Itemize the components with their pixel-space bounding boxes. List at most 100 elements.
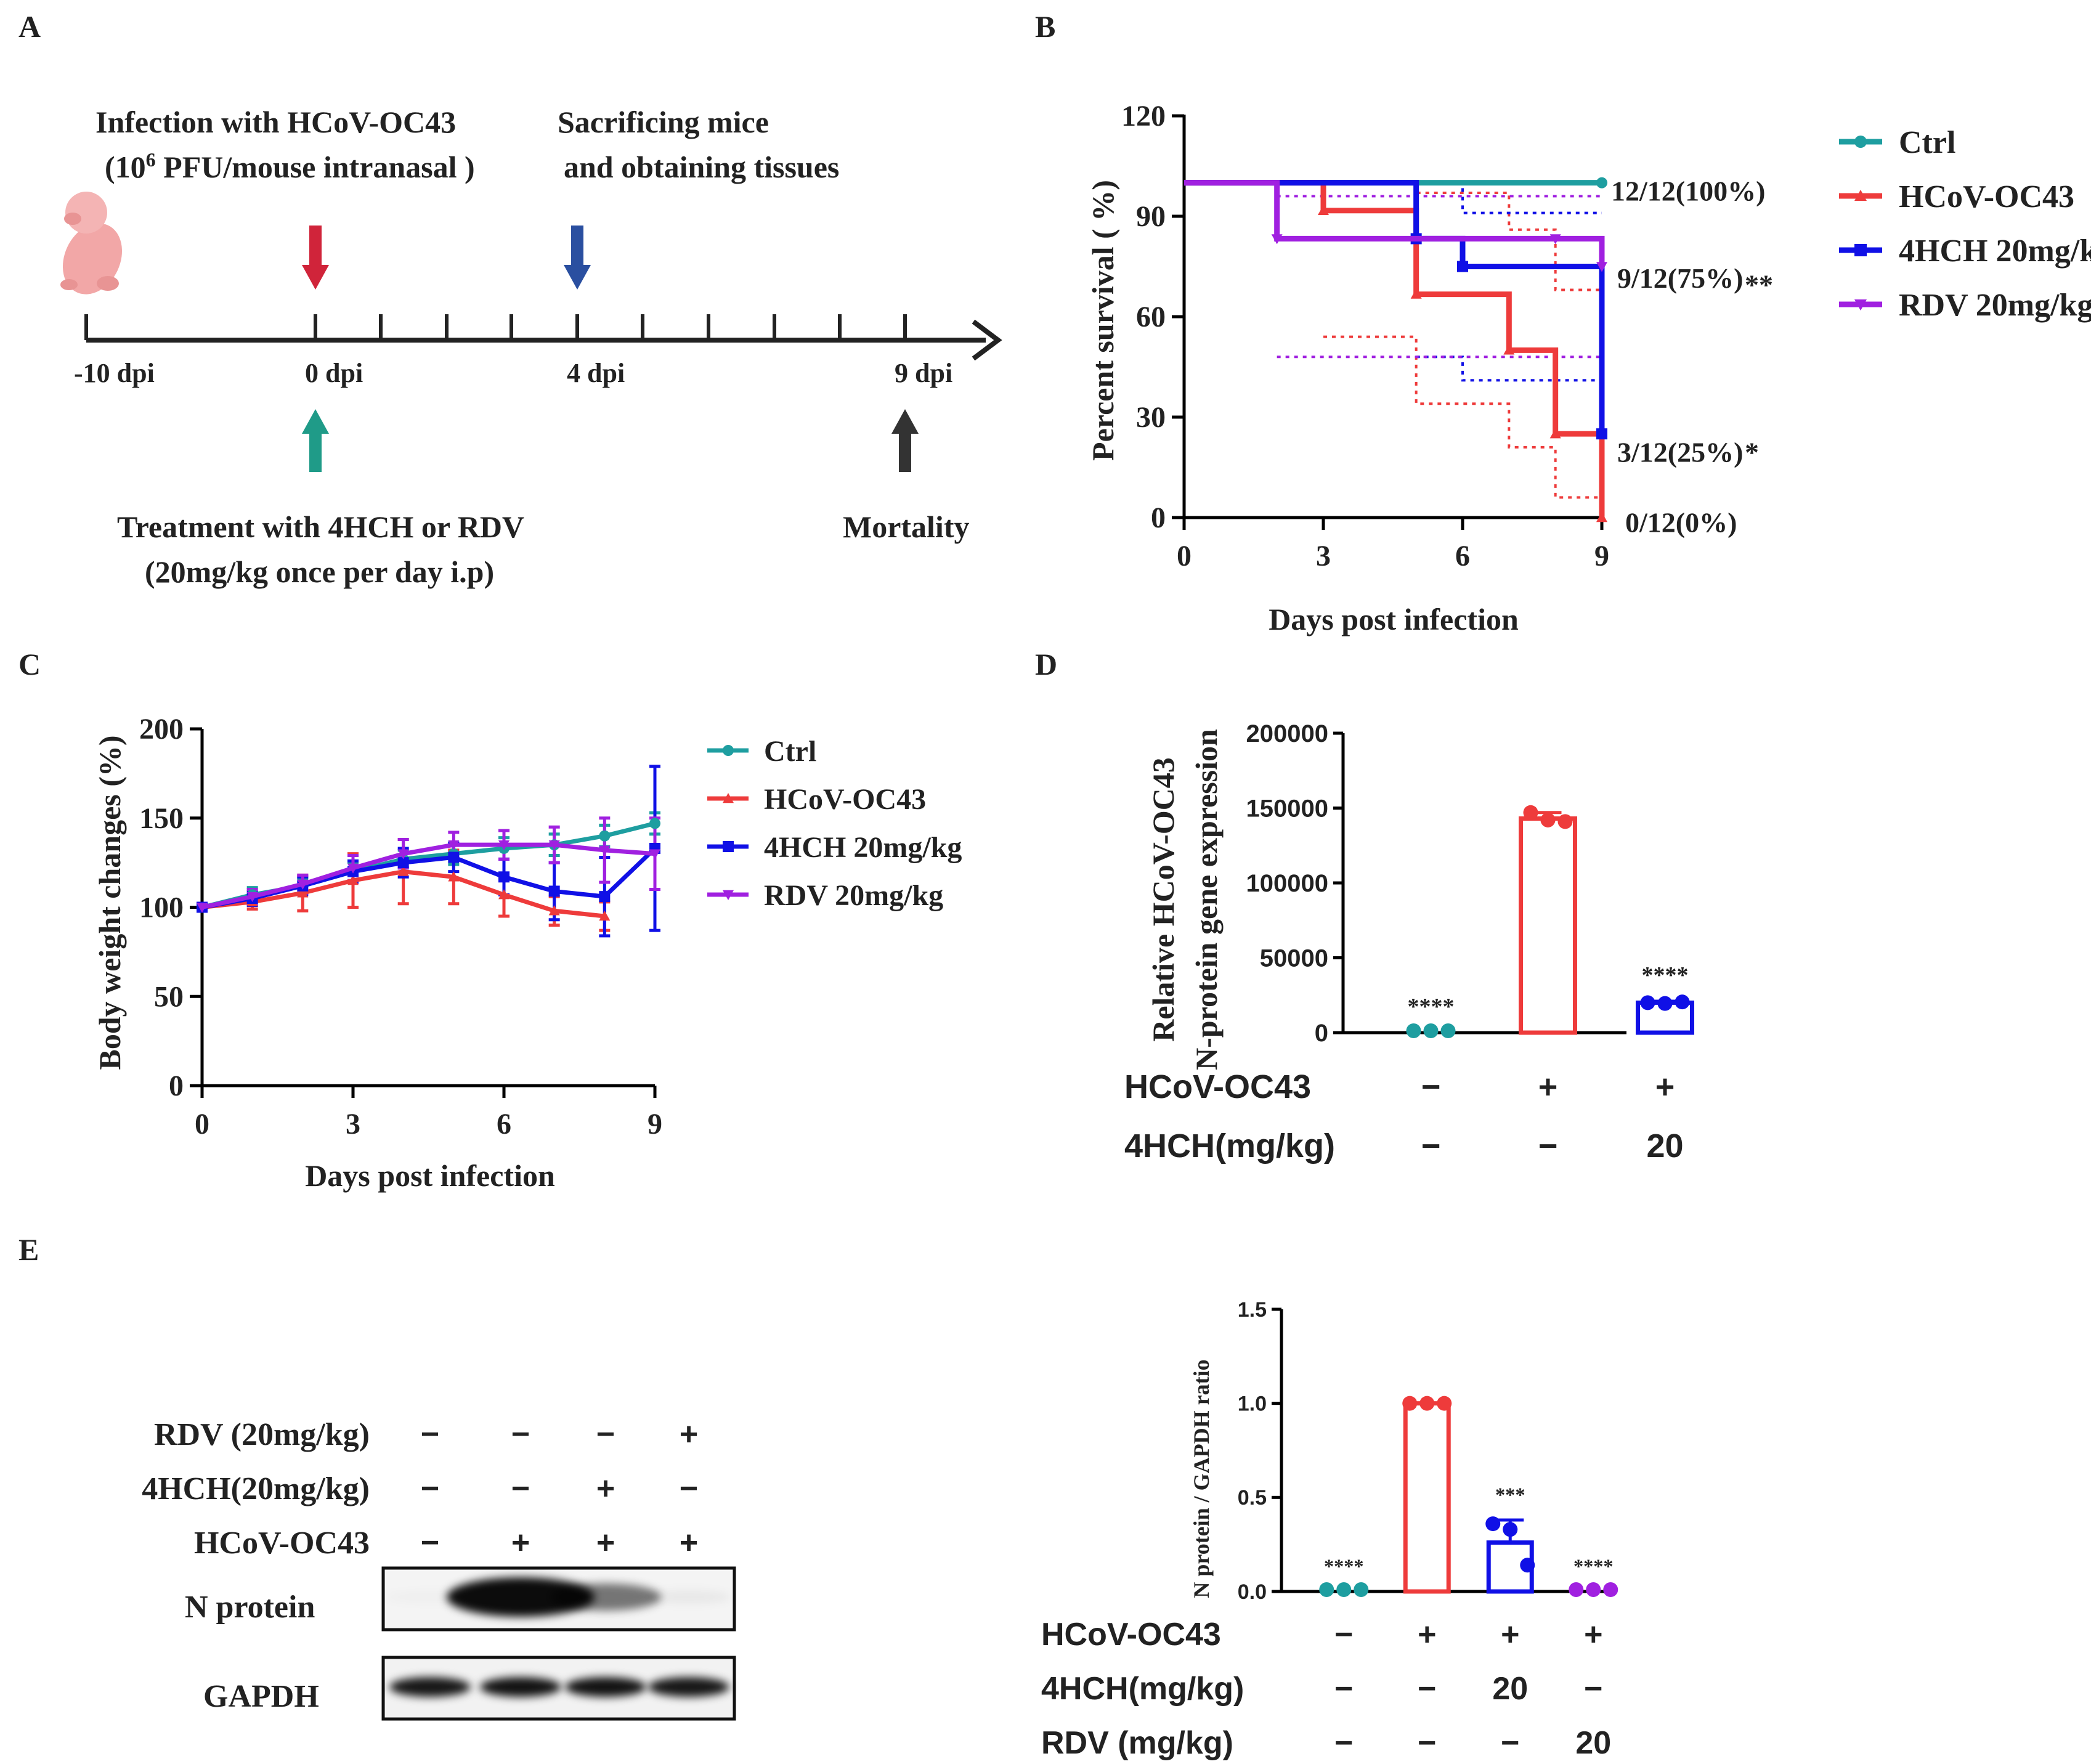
bar-point xyxy=(1406,1023,1421,1038)
bar-ytick-label: 1.5 xyxy=(1238,1298,1267,1322)
bar-point xyxy=(1437,1396,1452,1411)
bar-point xyxy=(1419,1396,1435,1411)
bodyweight-xtick-label: 3 xyxy=(346,1108,360,1140)
timeline-label-0: 0 dpi xyxy=(305,358,363,388)
bodyweight-marker xyxy=(448,852,460,863)
bar-point xyxy=(1657,996,1673,1011)
survival-line-1 xyxy=(1184,180,1605,518)
blot-condition-label: HCoV-OC43 xyxy=(194,1526,370,1561)
ratio-condition-label: RDV (mg/kg) xyxy=(1041,1725,1233,1761)
bodyweight-ytick-label: 50 xyxy=(154,980,184,1013)
panel-d-expression: D Relative HCoV-OC43 N-protein gene expr… xyxy=(1035,647,1694,1164)
expression-condition-value: − xyxy=(1538,1128,1558,1164)
bodyweight-legend-label-1: HCoV-OC43 xyxy=(764,783,926,816)
bodyweight-legend-marker xyxy=(723,793,734,803)
survival-marker xyxy=(1271,234,1283,245)
bar-point xyxy=(1336,1582,1352,1597)
timeline-label-minus10: -10 dpi xyxy=(74,358,155,388)
ratio-condition-label: HCoV-OC43 xyxy=(1041,1617,1221,1652)
treatment-label-line2: (20mg/kg once per day i.p) xyxy=(145,555,494,589)
bodyweight-marker xyxy=(548,840,560,851)
bar-ytick-label: 150000 xyxy=(1246,795,1328,823)
blot-gapdh-band-0 xyxy=(389,1677,471,1697)
ratio-condition-value: − xyxy=(1584,1671,1602,1707)
blot-gapdh-band-3 xyxy=(648,1677,729,1697)
bar-ytick-label: 0.5 xyxy=(1238,1486,1267,1510)
mortality-label: Mortality xyxy=(843,510,969,544)
ratio-condition-value: + xyxy=(1501,1617,1519,1652)
survival-xtick-label: 0 xyxy=(1177,540,1192,572)
bodyweight-ylabel: Body weight changes (%) xyxy=(92,735,127,1070)
bodyweight-ytick-label: 200 xyxy=(139,713,184,746)
bodyweight-legend-label-2: 4HCH 20mg/kg xyxy=(764,831,962,864)
expression-condition-value: − xyxy=(1421,1128,1441,1164)
bodyweight-legend-marker xyxy=(723,745,734,756)
ratio-condition-value: − xyxy=(1418,1725,1436,1761)
blot-condition-value: + xyxy=(680,1416,698,1452)
survival-legend-marker xyxy=(1854,244,1867,256)
bar-point xyxy=(1586,1582,1601,1597)
treatment-label-line1: Treatment with 4HCH or RDV xyxy=(117,510,524,544)
blot-condition-value: − xyxy=(421,1471,439,1506)
bodyweight-line-3 xyxy=(201,842,656,909)
blot-condition-value: + xyxy=(596,1525,615,1561)
ratio-condition-value: − xyxy=(1334,1725,1353,1761)
bar-point xyxy=(1423,1023,1439,1038)
bodyweight-marker xyxy=(599,910,611,921)
ratio-condition-value: − xyxy=(1418,1671,1436,1707)
bodyweight-xlabel: Days post infection xyxy=(305,1158,555,1193)
bodyweight-ytick-label: 150 xyxy=(139,802,184,835)
blot-gapdh-band-1 xyxy=(480,1677,561,1697)
ratio-chart: 0.00.51.01.5*********** xyxy=(1238,1298,1618,1604)
survival-marker xyxy=(1457,261,1468,272)
bodyweight-ytick-label: 100 xyxy=(139,892,184,924)
bodyweight-legend-marker xyxy=(723,890,734,900)
bodyweight-legend-label-0: Ctrl xyxy=(764,735,816,768)
blot-n-band-2 xyxy=(550,1583,662,1611)
survival-ci-ci-lower xyxy=(1323,335,1602,499)
bar-ytick-label: 0 xyxy=(1315,1020,1328,1047)
panel-label-a: A xyxy=(18,9,41,44)
bar-point xyxy=(1354,1582,1369,1597)
blot-condition-value: − xyxy=(680,1471,698,1506)
bodyweight-marker xyxy=(397,866,409,876)
blot-n-band-3 xyxy=(646,1590,731,1604)
bodyweight-marker xyxy=(498,840,510,851)
panel-label-b: B xyxy=(1035,9,1055,44)
blot-condition-value: − xyxy=(511,1416,530,1452)
expression-condition-label: HCoV-OC43 xyxy=(1124,1068,1311,1105)
panel-a-timeline: A Infection with HCoV-OC43 (106 PFU/mous… xyxy=(18,9,1002,589)
survival-ci-ci-upper xyxy=(1416,181,1602,214)
bodyweight-marker xyxy=(448,840,460,851)
panel-e-western: E RDV (20mg/kg) − − − +4HCH(20mg/kg) − − + −HCoV… xyxy=(18,1232,1618,1761)
survival-end-label-hcov-final: 0/12(0%) xyxy=(1625,506,1737,538)
western-blot xyxy=(381,1566,736,1721)
survival-ylabel: Percent survival ( %) xyxy=(1086,180,1120,461)
bar-point xyxy=(1402,1396,1418,1411)
bodyweight-xtick-label: 9 xyxy=(648,1108,662,1140)
survival-xtick-label: 9 xyxy=(1594,540,1609,572)
bodyweight-xtick-label: 6 xyxy=(497,1108,511,1140)
infection-arrow-icon xyxy=(302,226,329,290)
bar-ytick-label: 200000 xyxy=(1246,720,1328,747)
survival-xtick-label: 3 xyxy=(1316,540,1331,572)
bodyweight-marker xyxy=(599,891,611,903)
bar-significance: **** xyxy=(1573,1555,1614,1577)
ratio-condition-value: + xyxy=(1584,1617,1602,1652)
survival-sig-hcov: * xyxy=(1745,436,1759,468)
blot-condition-value: − xyxy=(421,1525,439,1561)
bodyweight-lines xyxy=(197,765,660,938)
bodyweight-marker xyxy=(649,818,660,829)
bar-point xyxy=(1319,1582,1334,1597)
survival-end-labels: 12/12(100%) 9/12(75%) ** 3/12(25%) * 0/12(0%) xyxy=(1611,176,1773,539)
infection-label-line1: Infection with HCoV-OC43 xyxy=(95,105,456,139)
survival-end-label-hcov: 3/12(25%) xyxy=(1617,436,1743,468)
infection-label-line2: (106 PFU/mouse intranasal ) xyxy=(105,148,475,184)
bar-ytick-label: 1.0 xyxy=(1238,1392,1267,1416)
bodyweight-marker xyxy=(246,892,258,903)
bodyweight-marker xyxy=(347,863,359,874)
bar-point xyxy=(1640,995,1655,1010)
mouse-pup-icon xyxy=(60,192,123,295)
survival-legend-marker xyxy=(1854,299,1867,311)
survival-marker xyxy=(1549,234,1561,245)
